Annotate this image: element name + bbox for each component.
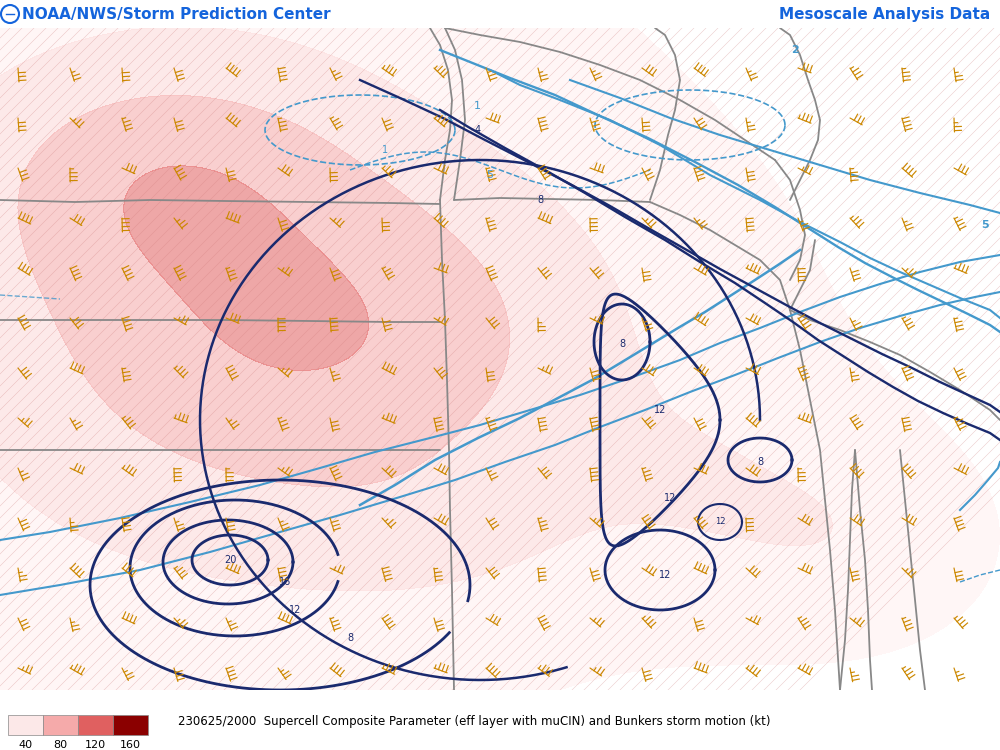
Text: 1: 1 <box>382 145 388 155</box>
Text: 12: 12 <box>659 570 671 580</box>
Text: 40: 40 <box>18 740 33 750</box>
Text: NOAA/NWS/Storm Prediction Center: NOAA/NWS/Storm Prediction Center <box>22 7 331 22</box>
Text: 12: 12 <box>289 605 301 615</box>
Text: 8: 8 <box>347 633 353 643</box>
Bar <box>8 715 43 735</box>
Text: 16: 16 <box>279 577 291 587</box>
Text: 5: 5 <box>486 170 494 180</box>
Text: 120: 120 <box>85 740 106 750</box>
Text: 1: 1 <box>474 101 480 111</box>
Text: 8: 8 <box>757 457 763 467</box>
Text: Mesoscale Analysis Data: Mesoscale Analysis Data <box>779 7 990 22</box>
Text: 160: 160 <box>120 740 141 750</box>
Text: 4: 4 <box>475 125 481 135</box>
Text: 12: 12 <box>654 405 666 415</box>
Bar <box>113 715 148 735</box>
Text: 2: 2 <box>791 45 799 55</box>
Text: 230625/2000  Supercell Composite Parameter (eff layer with muCIN) and Bunkers st: 230625/2000 Supercell Composite Paramete… <box>178 716 770 728</box>
Text: 8: 8 <box>537 195 543 205</box>
Text: 12: 12 <box>715 518 725 526</box>
Text: 5: 5 <box>981 220 989 230</box>
Text: 20: 20 <box>224 555 236 565</box>
Text: 80: 80 <box>53 740 68 750</box>
Text: 12: 12 <box>664 493 676 503</box>
Text: 8: 8 <box>619 339 625 349</box>
Bar <box>43 715 78 735</box>
Bar <box>78 715 113 735</box>
